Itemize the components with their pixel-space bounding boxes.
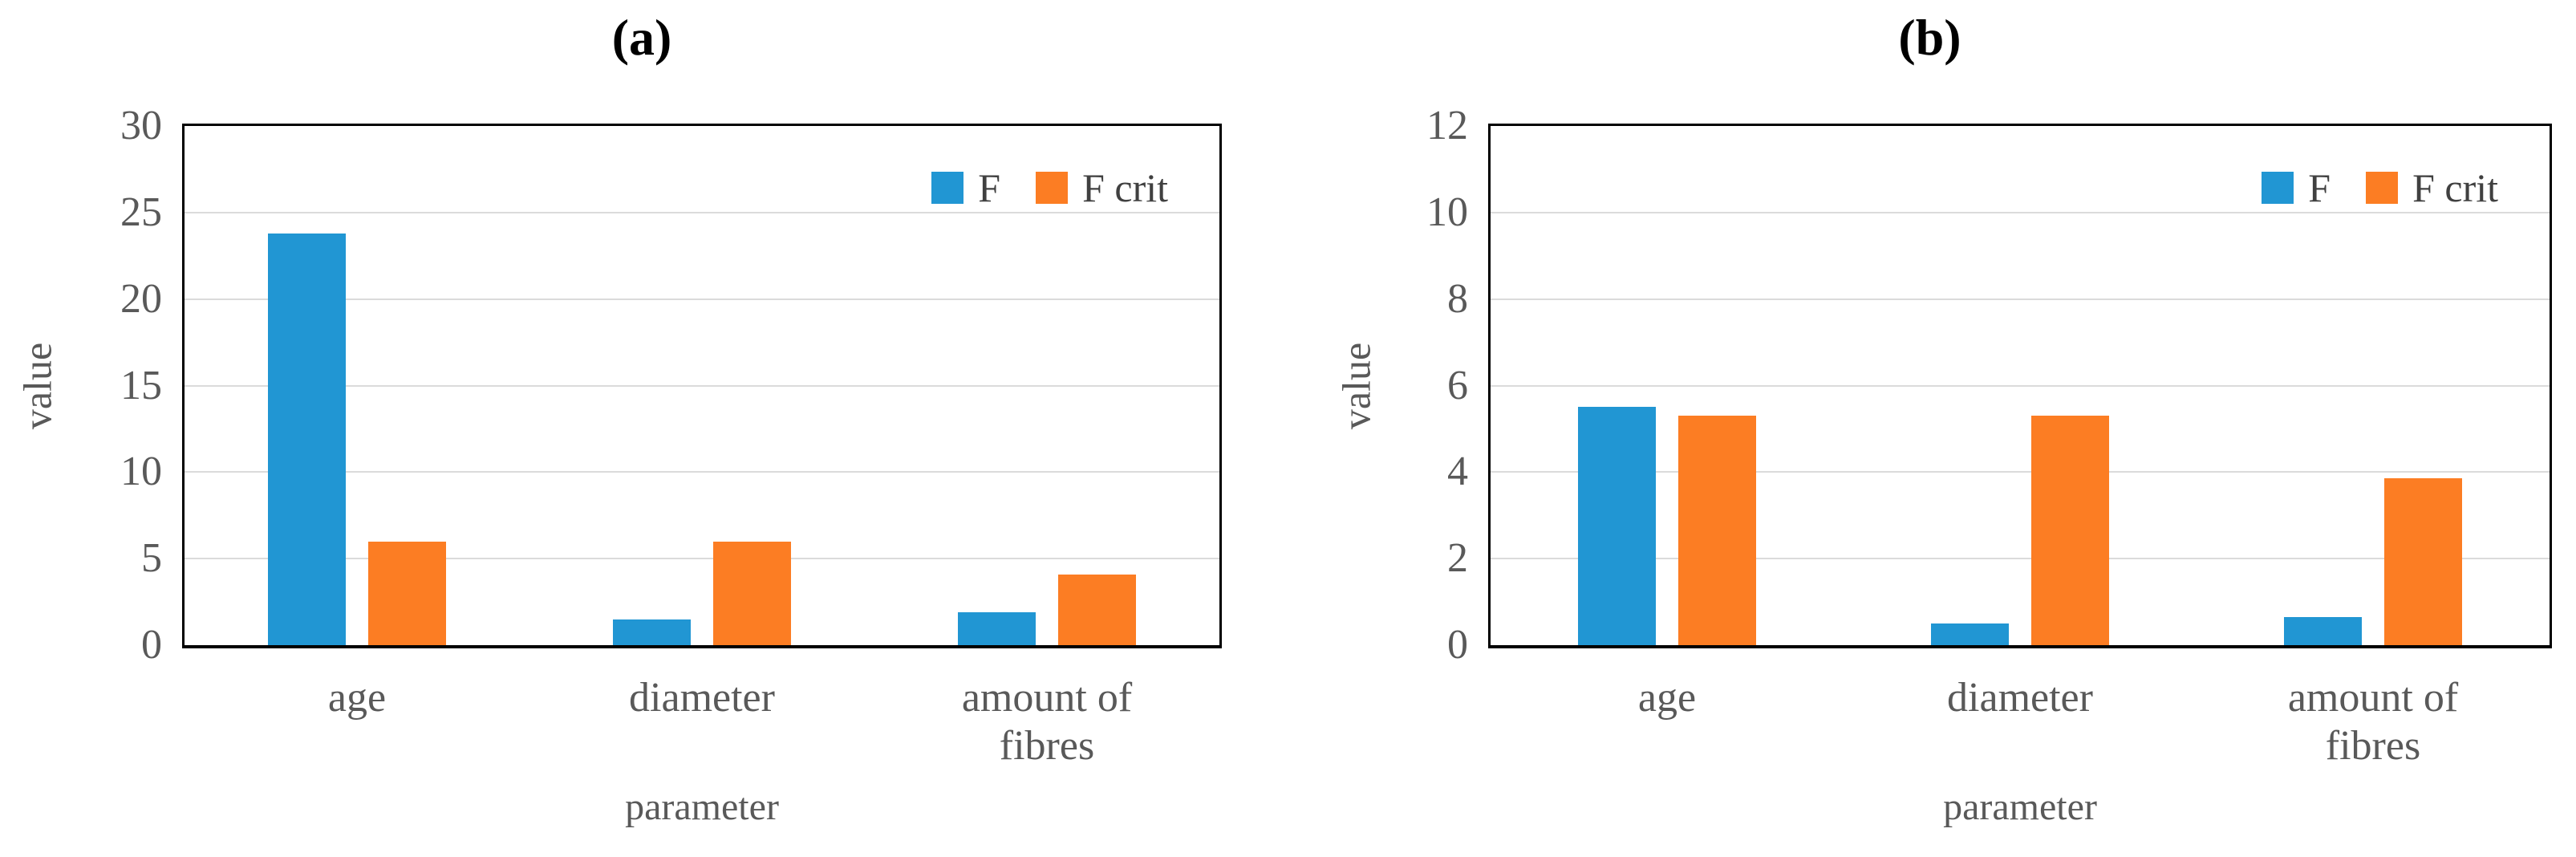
x-category-label-age: age	[327, 675, 387, 721]
chart-title-b: (b)	[1898, 9, 1961, 66]
bar-f-crit-diameter	[2031, 416, 2109, 645]
legend-label-f-crit: F crit	[2412, 165, 2498, 210]
y-tick-label-20: 20	[120, 276, 162, 322]
gridline-y2	[1491, 558, 2550, 560]
legend-swatch-icon-f-crit	[2366, 172, 2399, 204]
bar-f-age	[1578, 407, 1656, 645]
gridline-y20	[185, 298, 1219, 300]
panel-b: (b) F F crit 0 2 4 6 8 10 12 value age diameter amoun…	[1284, 0, 2576, 857]
y-tick-label-4: 4	[1447, 449, 1468, 494]
bar-f-crit-amount-of-fibres	[2384, 478, 2462, 645]
x-category-label-amount-of-fibres: amount of fibres	[961, 675, 1133, 769]
x-axis-title: parameter	[1943, 786, 2097, 828]
legend-item-f: F	[931, 168, 1000, 208]
y-axis-title: value	[1333, 342, 1379, 430]
gridline-y15	[185, 384, 1219, 387]
legend-label-f: F	[2308, 165, 2331, 210]
x-axis-title: parameter	[625, 786, 779, 828]
plot-area: F F crit	[182, 124, 1222, 648]
bar-f-crit-age	[368, 542, 446, 645]
x-category-label-amount-of-fibres: amount of fibres	[2287, 675, 2459, 769]
legend-swatch-icon-f-crit	[1036, 172, 1069, 204]
panel-a: (a) F F crit 0 5 10 15 20 25 30 value age diameter am…	[0, 0, 1284, 857]
gridline-y5	[185, 558, 1219, 560]
legend-label-f: F	[978, 165, 1001, 210]
gridline-y10	[185, 471, 1219, 473]
chart-title-a: (a)	[611, 9, 672, 66]
y-tick-label-10: 10	[1426, 189, 1468, 235]
y-tick-label-6: 6	[1447, 363, 1468, 408]
y-tick-label-12: 12	[1426, 103, 1468, 148]
y-tick-label-0: 0	[1447, 622, 1468, 668]
legend-item-f-crit: F crit	[2366, 168, 2498, 208]
legend-swatch-icon-f	[2262, 172, 2294, 204]
y-tick-label-8: 8	[1447, 276, 1468, 322]
bar-f-diameter	[1931, 623, 2009, 645]
y-axis-title: value	[14, 342, 60, 430]
y-tick-label-15: 15	[120, 363, 162, 408]
gridline-y8	[1491, 298, 2550, 300]
legend-item-f-crit: F crit	[1036, 168, 1168, 208]
y-tick-label-30: 30	[120, 103, 162, 148]
gridline-y6	[1491, 384, 2550, 387]
y-tick-label-10: 10	[120, 449, 162, 494]
gridline-y25	[185, 211, 1219, 213]
legend: F F crit	[2262, 168, 2498, 208]
bar-f-age	[268, 234, 346, 645]
y-tick-label-0: 0	[141, 622, 162, 668]
bar-f-amount-of-fibres	[2284, 617, 2362, 645]
x-category-label-diameter: diameter	[1947, 675, 2093, 721]
bar-f-amount-of-fibres	[958, 612, 1036, 645]
plot-area: F F crit	[1488, 124, 2552, 648]
bar-f-crit-amount-of-fibres	[1058, 575, 1136, 645]
legend-label-f-crit: F crit	[1082, 165, 1168, 210]
legend: F F crit	[931, 168, 1168, 208]
bar-f-diameter	[613, 619, 691, 645]
legend-swatch-icon-f	[931, 172, 964, 204]
y-tick-label-5: 5	[141, 535, 162, 581]
bar-f-crit-diameter	[713, 542, 791, 645]
y-tick-label-2: 2	[1447, 535, 1468, 581]
bar-f-crit-age	[1678, 416, 1756, 645]
x-category-label-age: age	[1637, 675, 1697, 721]
gridline-y4	[1491, 471, 2550, 473]
x-category-label-diameter: diameter	[629, 675, 775, 721]
y-tick-label-25: 25	[120, 189, 162, 235]
legend-item-f: F	[2262, 168, 2331, 208]
gridline-y10	[1491, 211, 2550, 213]
